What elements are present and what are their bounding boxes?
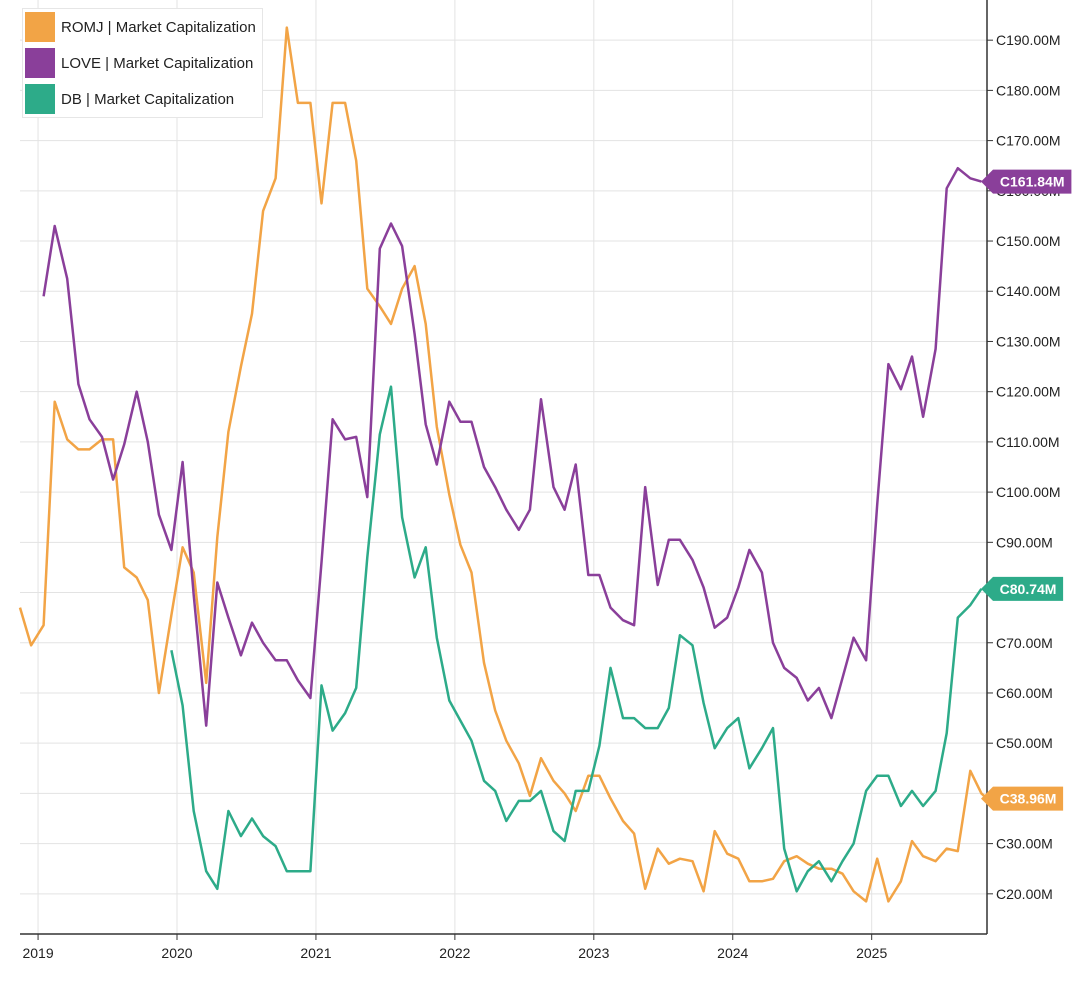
x-tick-label: 2025 [856,945,887,961]
y-tick-label: C60.00M [996,685,1053,701]
end-value-label-2: C80.74M [1000,581,1057,597]
x-axis-ticks: 2019 2020 2021 2022 2023 2024 2025 [22,934,887,961]
x-tick-label: 2022 [439,945,470,961]
legend-item-db[interactable]: DB | Market Capitalization [23,81,262,117]
legend-swatch-love [25,48,55,78]
grid-lines [20,0,987,934]
end-value-label-1: C161.84M [1000,174,1065,190]
y-tick-label: C100.00M [996,484,1061,500]
legend-item-romj[interactable]: ROMJ | Market Capitalization [23,9,262,45]
x-tick-label: 2023 [578,945,609,961]
series-line-1 [42,166,982,727]
y-tick-label: C140.00M [996,283,1061,299]
end-value-tag-1 [981,169,1072,194]
y-tick-label: C50.00M [996,735,1053,751]
legend-item-love[interactable]: LOVE | Market Capitalization [23,45,262,81]
x-tick-label: 2020 [161,945,192,961]
end-value-label-0: C38.96M [1000,791,1057,807]
y-tick-label: C90.00M [996,534,1053,550]
end-value-tag-2 [981,576,1064,601]
y-axis-ticks: C20.00MC30.00MC40.00MC50.00MC60.00MC70.0… [987,32,1061,902]
legend-label-love: LOVE | Market Capitalization [61,54,254,72]
x-tick-label: 2024 [717,945,748,961]
y-tick-label: C190.00M [996,32,1061,48]
series-line-0 [18,26,988,903]
legend-label-db: DB | Market Capitalization [61,90,235,108]
legend: ROMJ | Market Capitalization LOVE | Mark… [22,8,263,118]
legend-label-romj: ROMJ | Market Capitalization [61,18,256,36]
x-tick-label: 2021 [300,945,331,961]
y-tick-label: C150.00M [996,233,1061,249]
y-tick-label: C170.00M [996,133,1061,149]
axes [20,0,988,935]
legend-swatch-db [25,84,55,114]
legend-swatch-romj [25,12,55,42]
series-line-2 [170,385,983,893]
y-tick-label: C120.00M [996,384,1061,400]
y-tick-label: C30.00M [996,836,1053,852]
x-tick-label: 2019 [22,945,53,961]
y-tick-label: C70.00M [996,635,1053,651]
series-end-labels: C38.96M C161.84M C80.74M [981,169,1072,811]
y-tick-label: C180.00M [996,82,1061,98]
series-lines [18,26,988,903]
end-value-tag-0 [981,786,1064,811]
y-tick-label: C130.00M [996,333,1061,349]
y-tick-label: C110.00M [996,434,1060,450]
y-tick-label: C20.00M [996,886,1053,902]
